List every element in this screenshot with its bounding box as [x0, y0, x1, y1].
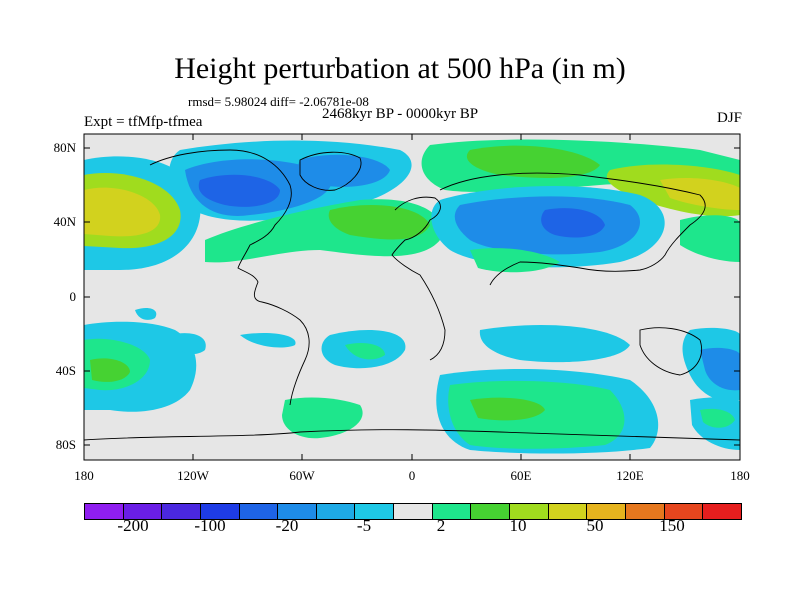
coastline-north-america — [149, 149, 292, 303]
lat-label-40n: 40N — [53, 214, 76, 229]
contour-region — [660, 177, 740, 210]
contour-region — [170, 333, 206, 355]
colorbar-label: 10 — [509, 516, 527, 535]
lat-label-80n: 80N — [53, 140, 76, 155]
coastline-asia — [439, 172, 706, 286]
colorbar-label: 50 — [586, 516, 604, 535]
contour-region — [470, 397, 545, 421]
colorbar-label: 2 — [436, 516, 446, 535]
contour-region — [240, 333, 296, 348]
colorbar-swatch — [278, 504, 317, 519]
colorbar-swatch — [510, 504, 549, 519]
season-label: DJF — [716, 110, 742, 126]
colorbar-swatch — [355, 504, 395, 519]
coastline-south-america — [261, 301, 310, 406]
coastline-antarctica — [84, 429, 740, 441]
contour-region — [282, 397, 363, 439]
colorbar-label: -100 — [194, 516, 226, 535]
contour-region — [700, 347, 740, 391]
colorbar-label: -20 — [275, 516, 299, 535]
coastline-europe-africa — [391, 196, 446, 361]
colorbar-swatch — [703, 504, 741, 519]
colorbar-swatch — [625, 504, 665, 519]
contour-region — [135, 307, 157, 320]
experiment-label: Expt = tfMfp-tfmea — [84, 114, 203, 130]
colorbar-swatch — [316, 504, 356, 519]
contour-region — [90, 358, 130, 382]
colorbar-swatch — [548, 504, 588, 519]
coastlines — [84, 149, 740, 441]
contour-field — [84, 134, 740, 460]
lon-label-60w: 60W — [289, 468, 315, 483]
colorbar-swatch — [471, 504, 511, 519]
contour-region — [198, 174, 280, 207]
lon-label-180w: 180 — [74, 468, 94, 483]
contour-region — [700, 408, 735, 428]
colorbar — [84, 503, 742, 520]
tick-marks — [83, 134, 741, 460]
lat-label-80s: 80S — [55, 437, 76, 452]
lat-label-40s: 40S — [55, 363, 76, 378]
lon-label-120w: 120W — [177, 468, 209, 483]
colorbar-swatch — [394, 504, 433, 519]
lon-label-60e: 60E — [510, 468, 532, 483]
colorbar-label: -5 — [356, 516, 372, 535]
contour-region — [345, 343, 385, 360]
contour-region — [470, 248, 560, 273]
colorbar-label: 150 — [659, 516, 685, 535]
colorbar-label: -200 — [117, 516, 149, 535]
contour-region — [328, 205, 430, 240]
contour-region — [680, 215, 740, 262]
colorbar-swatch — [587, 504, 626, 519]
lon-label-0: 0 — [408, 468, 416, 483]
colorbar-swatch — [200, 504, 240, 519]
contour-region — [541, 208, 605, 238]
lon-label-180e: 180 — [730, 468, 750, 483]
colorbar-swatch — [239, 504, 279, 519]
coastline-greenland — [299, 151, 362, 191]
period-label: 2468kyr BP - 0000kyr BP — [321, 106, 479, 122]
colorbar-swatch — [85, 504, 124, 519]
lon-label-120e: 120E — [616, 468, 644, 483]
chart-title: Height perturbation at 500 hPa (in m) — [174, 52, 626, 85]
contour-region — [466, 145, 600, 178]
colorbar-swatch — [432, 504, 472, 519]
contour-region — [479, 325, 630, 363]
colorbar-swatch — [664, 504, 704, 519]
contour-region — [84, 187, 161, 237]
contour-region — [298, 154, 390, 187]
stats-label: rmsd= 5.98024 diff= -2.06781e-08 — [188, 94, 369, 109]
colorbar-swatch — [123, 504, 163, 519]
colorbar-swatch — [162, 504, 201, 519]
lat-label-0: 0 — [69, 289, 77, 304]
coastline-australia — [639, 327, 702, 376]
